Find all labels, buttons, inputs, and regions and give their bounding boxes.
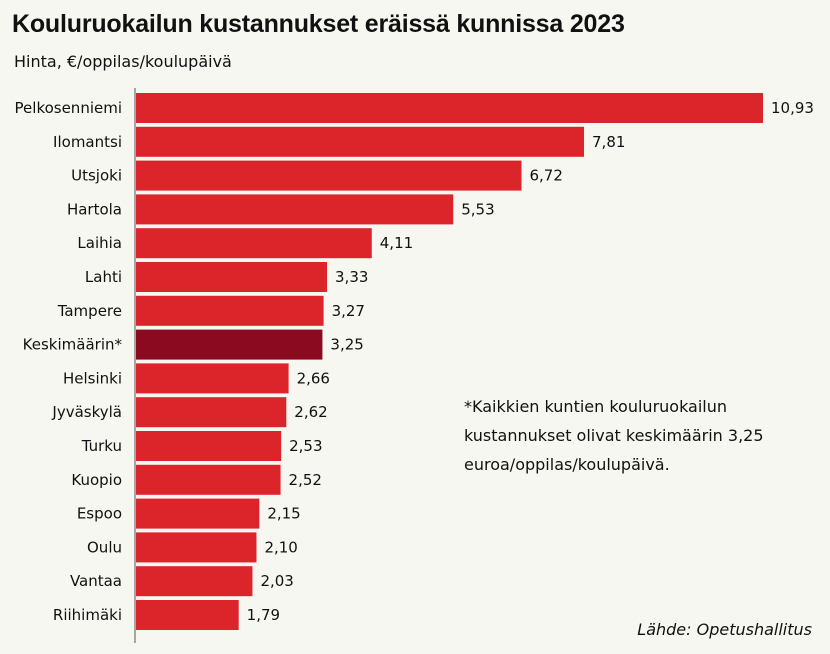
category-label-vantaa: Vantaa: [70, 572, 122, 590]
category-label-helsinki: Helsinki: [63, 369, 122, 387]
chart-title: Kouluruokailun kustannukset eräissä kunn…: [12, 10, 625, 38]
category-label-kuopio: Kuopio: [71, 471, 122, 489]
bar-jyvaskyla: [136, 397, 287, 428]
value-label-kuopio: 2,52: [289, 471, 322, 489]
bar-lahti: [136, 262, 328, 292]
value-label-hartola: 5,53: [461, 200, 494, 218]
bar-espoo: [136, 498, 260, 529]
source-label: Lähde: Opetushallitus: [637, 620, 812, 639]
category-label-jyvaskyla: Jyväskylä: [51, 403, 122, 421]
bars-group: Pelkosenniemi 10,93 Ilomantsi 7,81 Utsjoki 6,…: [15, 93, 814, 630]
value-label-pelkosenniemi: 10,93: [771, 99, 814, 117]
category-label-espoo: Espoo: [77, 505, 122, 523]
value-label-helsinki: 2,66: [297, 369, 330, 387]
bar-riihimaki: [136, 600, 239, 630]
value-label-lahti: 3,33: [335, 268, 368, 286]
value-label-tampere: 3,27: [332, 302, 365, 320]
bar-turku: [136, 431, 282, 461]
value-label-laihia: 4,11: [380, 234, 413, 252]
value-label-espoo: 2,15: [267, 505, 300, 523]
category-label-tampere: Tampere: [57, 302, 122, 320]
bar-helsinki: [136, 363, 289, 394]
value-label-vantaa: 2,03: [260, 572, 293, 590]
category-label-oulu: Oulu: [87, 538, 122, 556]
category-label-hartola: Hartola: [67, 200, 122, 218]
category-label-lahti: Lahti: [85, 268, 122, 286]
category-label-pelkosenniemi: Pelkosenniemi: [15, 99, 122, 117]
category-label-laihia: Laihia: [77, 234, 122, 252]
value-label-turku: 2,53: [289, 437, 322, 455]
chart-subtitle: Hinta, €/oppilas/koulupäivä: [14, 52, 232, 71]
value-label-keskimaarin: 3,25: [330, 336, 363, 354]
bar-hartola: [136, 194, 454, 225]
bar-oulu: [136, 532, 257, 563]
bar-ilomantsi: [136, 126, 585, 157]
bar-vantaa: [136, 566, 253, 597]
bar-kuopio: [136, 464, 281, 495]
bar-utsjoki: [136, 160, 522, 191]
value-label-oulu: 2,10: [264, 538, 297, 556]
category-label-utsjoki: Utsjoki: [71, 167, 122, 185]
bar-keskimaarin: [136, 329, 323, 360]
value-label-utsjoki: 6,72: [529, 167, 562, 185]
category-label-ilomantsi: Ilomantsi: [53, 133, 122, 151]
bar-tampere: [136, 295, 324, 326]
annotation-note: *Kaikkien kuntien kouluruokailun kustann…: [464, 397, 764, 474]
value-label-jyvaskyla: 2,62: [294, 403, 327, 421]
bar-pelkosenniemi: [136, 93, 763, 123]
value-label-ilomantsi: 7,81: [592, 133, 625, 151]
category-label-riihimaki: Riihimäki: [53, 606, 122, 624]
value-label-riihimaki: 1,79: [247, 606, 280, 624]
bar-laihia: [136, 228, 372, 259]
category-label-keskimaarin: Keskimäärin*: [23, 336, 123, 354]
category-label-turku: Turku: [81, 437, 122, 455]
